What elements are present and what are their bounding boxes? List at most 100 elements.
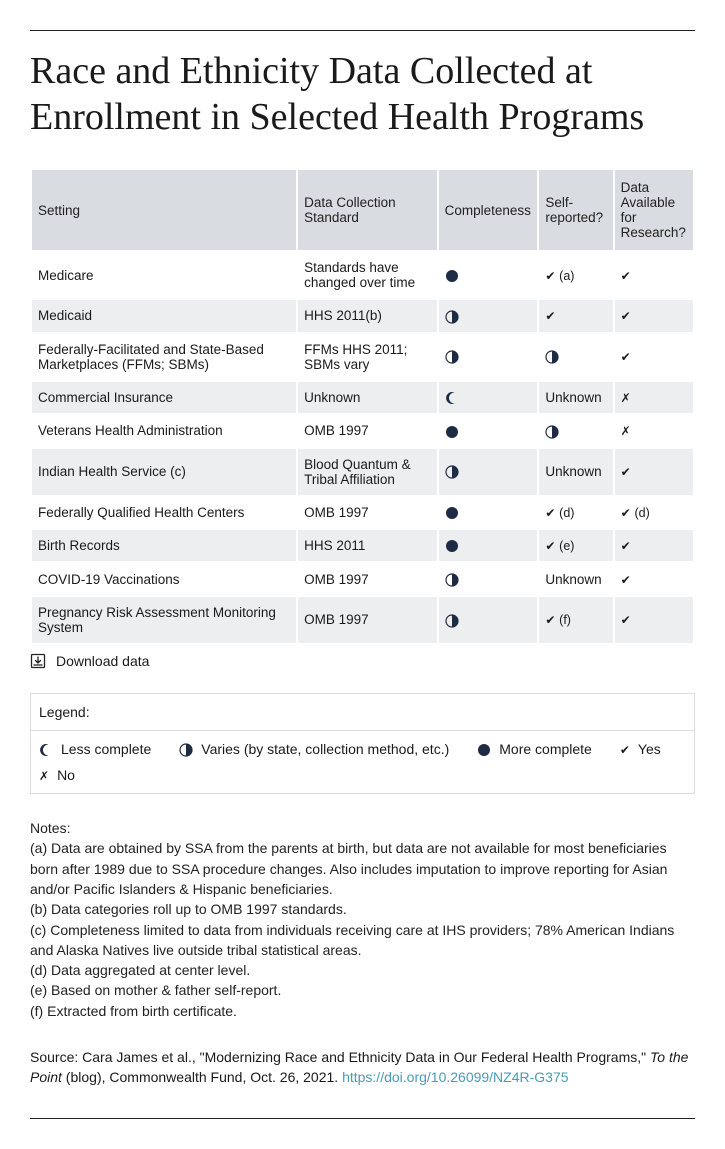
footnote-ref: (a) [559,269,574,283]
cell-standard: OMB 1997 [297,496,438,529]
legend-label: Varies (by state, collection method, etc… [201,741,449,757]
cell-available: (d) [614,496,694,529]
completeness-full-icon [445,267,459,282]
note-line: (b) Data categories roll up to OMB 1997 … [30,899,695,919]
cell-completeness [438,496,539,529]
completeness-half-icon [445,308,459,323]
cell-available [614,299,694,332]
legend-label: Less complete [61,741,151,757]
legend-item: Less complete [39,741,151,757]
footnote-ref: (f) [559,613,571,627]
check-icon [545,308,555,323]
completeness-crescent-icon [445,390,459,405]
table-row: MedicareStandards have changed over time… [31,251,694,299]
cell-available [614,448,694,496]
cell-standard: HHS 2011(b) [297,299,438,332]
col-header-standard: Data Collection Standard [297,169,438,251]
legend-label: Yes [638,741,661,757]
cell-standard: OMB 1997 [297,596,438,644]
completeness-half-icon [445,464,459,479]
cell-setting: Pregnancy Risk Assessment Monitoring Sys… [31,596,297,644]
check-icon [621,572,631,587]
cell-standard: Standards have changed over time [297,251,438,299]
source-link[interactable]: https://doi.org/10.26099/NZ4R-G375 [342,1069,568,1085]
cell-setting: Indian Health Service (c) [31,448,297,496]
cell-completeness [438,596,539,644]
note-line: (a) Data are obtained by SSA from the pa… [30,838,695,899]
table-row: COVID-19 VaccinationsOMB 1997 Unknown [31,562,694,595]
cell-self-reported: (f) [538,596,613,644]
notes-title: Notes: [30,818,695,838]
check-icon [621,464,631,479]
source-block: Source: Cara James et al., "Modernizing … [30,1047,695,1088]
half-icon [545,349,559,364]
completeness-full-icon [445,538,459,553]
footnote-ref: (d) [559,506,574,520]
check-icon [621,349,631,364]
cell-available [614,414,694,447]
legend-full-icon [477,741,491,757]
legend-label: No [57,767,75,783]
cell-standard: FFMs HHS 2011; SBMs vary [297,333,438,381]
cell-standard: HHS 2011 [297,529,438,562]
legend-cross-icon [39,767,49,783]
cell-setting: Commercial Insurance [31,381,297,414]
download-label: Download data [56,653,149,669]
legend-check-icon [620,741,630,757]
cell-text: Unknown [545,572,601,587]
legend-crescent-icon [39,741,53,757]
completeness-full-icon [445,505,459,520]
download-icon [30,653,46,669]
check-icon [545,268,555,283]
note-line: (c) Completeness limited to data from in… [30,920,695,961]
col-header-completeness: Completeness [438,169,539,251]
cell-self-reported: Unknown [538,448,613,496]
download-data-button[interactable]: Download data [30,653,695,669]
cell-available [614,596,694,644]
cell-setting: Veterans Health Administration [31,414,297,447]
check-icon [621,505,631,520]
cell-available [614,333,694,381]
top-rule [30,30,695,31]
cell-standard: OMB 1997 [297,562,438,595]
notes-block: Notes: (a) Data are obtained by SSA from… [30,818,695,1021]
page-title: Race and Ethnicity Data Collected at Enr… [30,49,695,140]
table-row: Federally Qualified Health CentersOMB 19… [31,496,694,529]
col-header-self-reported: Self-reported? [538,169,613,251]
cell-standard: Unknown [297,381,438,414]
table-header-row: Setting Data Collection Standard Complet… [31,169,694,251]
cell-self-reported [538,299,613,332]
cell-self-reported: (e) [538,529,613,562]
cell-self-reported [538,414,613,447]
cell-self-reported: Unknown [538,381,613,414]
cell-completeness [438,381,539,414]
check-icon [621,308,631,323]
cell-setting: COVID-19 Vaccinations [31,562,297,595]
check-icon [621,612,631,627]
note-line: (e) Based on mother & father self-report… [30,980,695,1000]
cell-completeness [438,529,539,562]
table-row: Veterans Health AdministrationOMB 1997 [31,414,694,447]
note-line: (f) Extracted from birth certificate. [30,1001,695,1021]
legend-item: More complete [477,741,592,757]
cell-available [614,251,694,299]
check-icon [545,612,555,627]
cell-completeness [438,448,539,496]
data-table: Setting Data Collection Standard Complet… [30,168,695,645]
table-row: Indian Health Service (c)Blood Quantum &… [31,448,694,496]
cell-available [614,381,694,414]
cell-self-reported: (a) [538,251,613,299]
cell-setting: Federally Qualified Health Centers [31,496,297,529]
cell-available [614,562,694,595]
bottom-rule [30,1118,695,1119]
col-header-available: Data Available for Research? [614,169,694,251]
table-row: Commercial InsuranceUnknownUnknown [31,381,694,414]
table-row: MedicaidHHS 2011(b) [31,299,694,332]
cell-self-reported: Unknown [538,562,613,595]
cell-completeness [438,414,539,447]
legend-item: Yes [620,741,661,757]
legend-half-icon [179,741,193,757]
check-icon [545,538,555,553]
check-icon [545,505,555,520]
completeness-half-icon [445,349,459,364]
